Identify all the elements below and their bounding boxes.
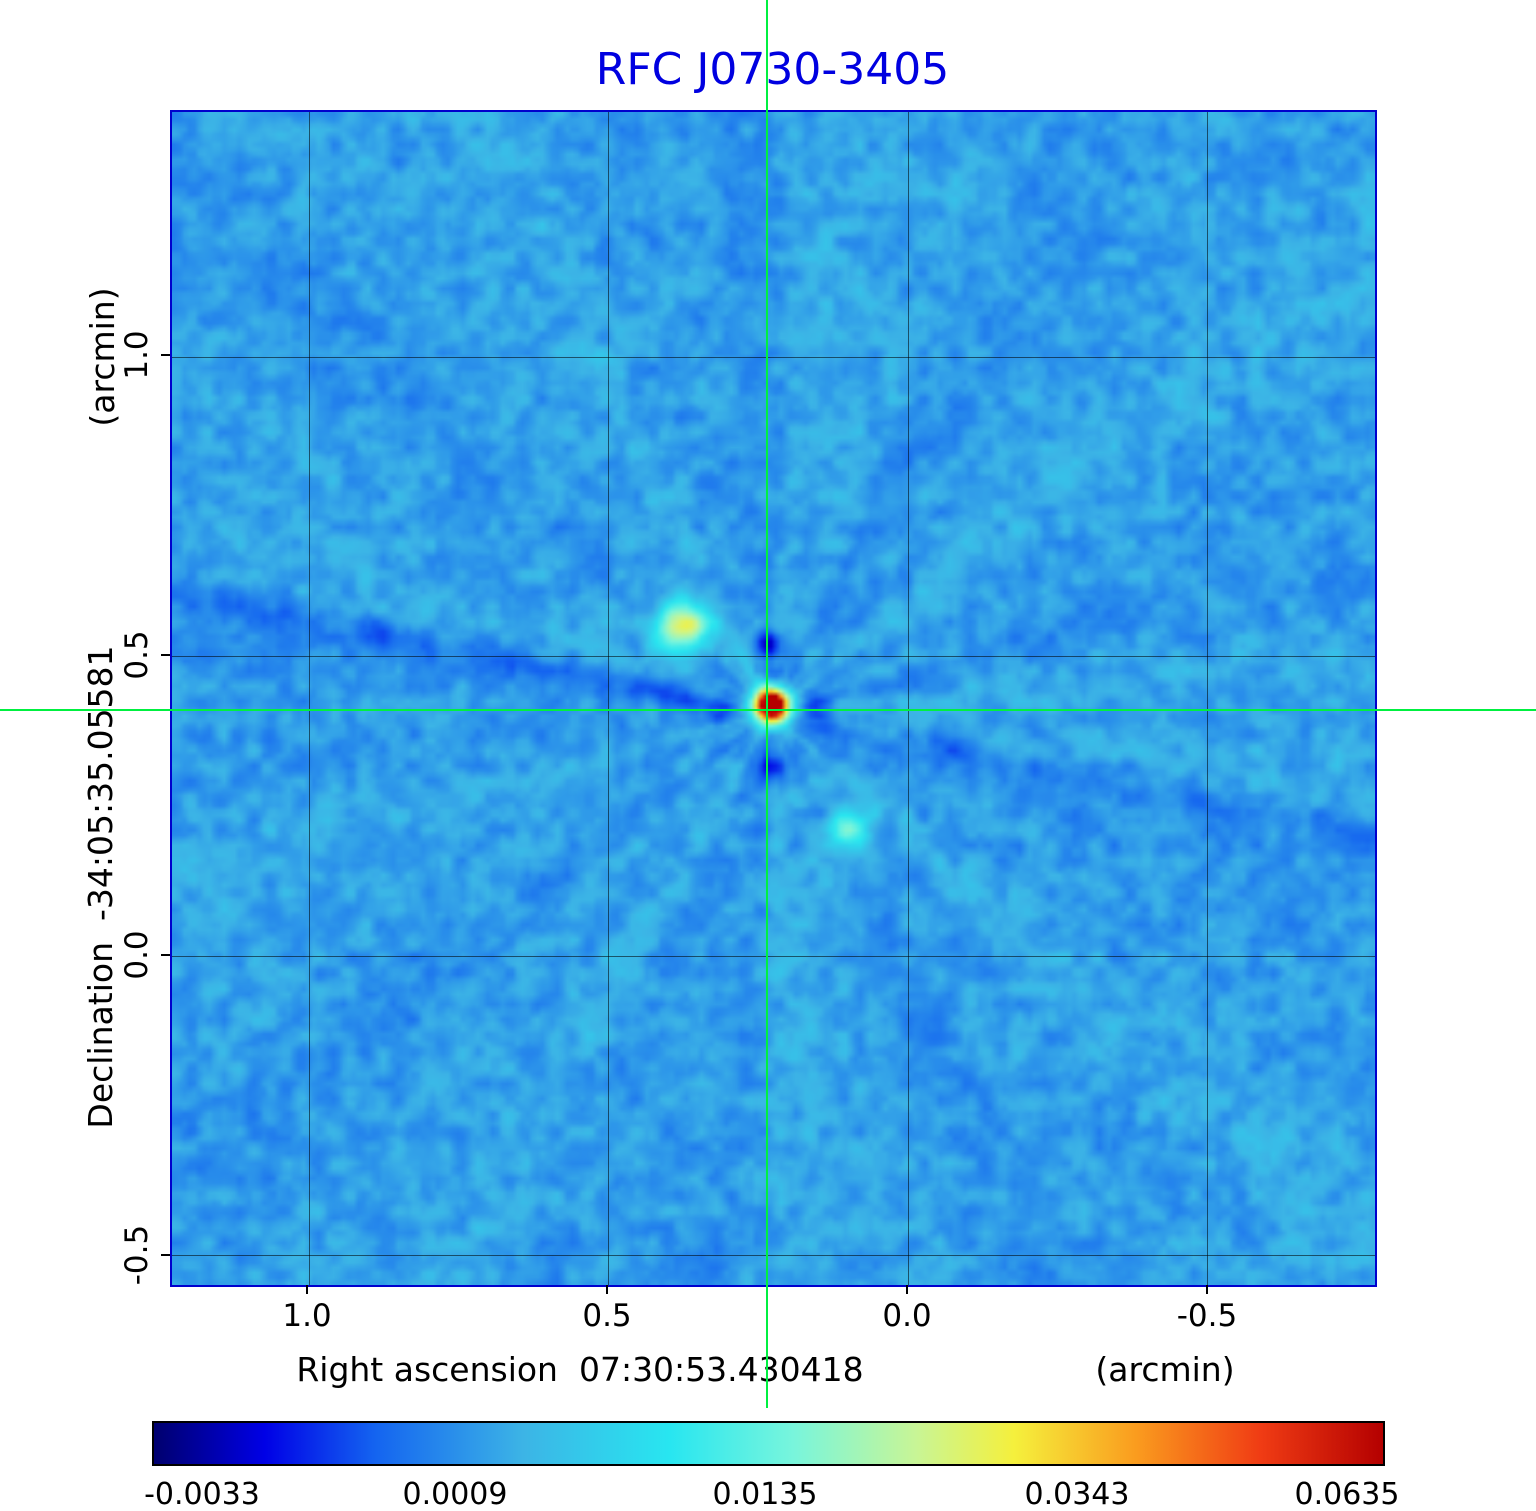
plot-title: RFC J0730-3405 xyxy=(595,44,950,95)
y-tick-label: 0.0 xyxy=(119,930,155,980)
colorbar xyxy=(152,1421,1385,1466)
x-tick-label: 0.5 xyxy=(582,1298,632,1334)
colorbar-tick-label: -0.0033 xyxy=(144,1477,260,1511)
x-tick-mark xyxy=(1206,1285,1209,1294)
y-tick-mark xyxy=(161,1254,170,1257)
crosshair-horizontal-line xyxy=(0,709,1536,711)
colorbar-tick-label: 0.0009 xyxy=(402,1477,508,1511)
x-tick-mark xyxy=(606,1285,609,1294)
colorbar-gradient xyxy=(154,1423,1383,1464)
sky-image-canvas xyxy=(172,112,1375,1285)
colorbar-tick-label: 0.0135 xyxy=(712,1477,818,1511)
y-tick-mark xyxy=(161,353,170,356)
y-axis-label: Declination -34:05:35.05581 xyxy=(81,645,120,1129)
colorbar-tick-label: 0.0635 xyxy=(1294,1477,1400,1511)
x-axis-label: Right ascension 07:30:53.430418 xyxy=(296,1350,864,1389)
y-tick-mark xyxy=(161,653,170,656)
crosshair-vertical-line xyxy=(766,0,768,1408)
y-tick-mark xyxy=(161,953,170,956)
x-axis-unit-label: (arcmin) xyxy=(1095,1350,1235,1389)
x-tick-mark xyxy=(905,1285,908,1294)
x-tick-label: 1.0 xyxy=(282,1298,332,1334)
y-tick-label: -0.5 xyxy=(119,1224,155,1286)
y-tick-label: 0.5 xyxy=(119,630,155,680)
x-tick-label: -0.5 xyxy=(1176,1298,1238,1334)
x-tick-mark xyxy=(306,1285,308,1294)
x-tick-label: 0.0 xyxy=(882,1298,932,1334)
sky-plot xyxy=(170,110,1377,1287)
y-tick-label: 1.0 xyxy=(119,330,155,380)
colorbar-tick-label: 0.0343 xyxy=(1024,1477,1130,1511)
